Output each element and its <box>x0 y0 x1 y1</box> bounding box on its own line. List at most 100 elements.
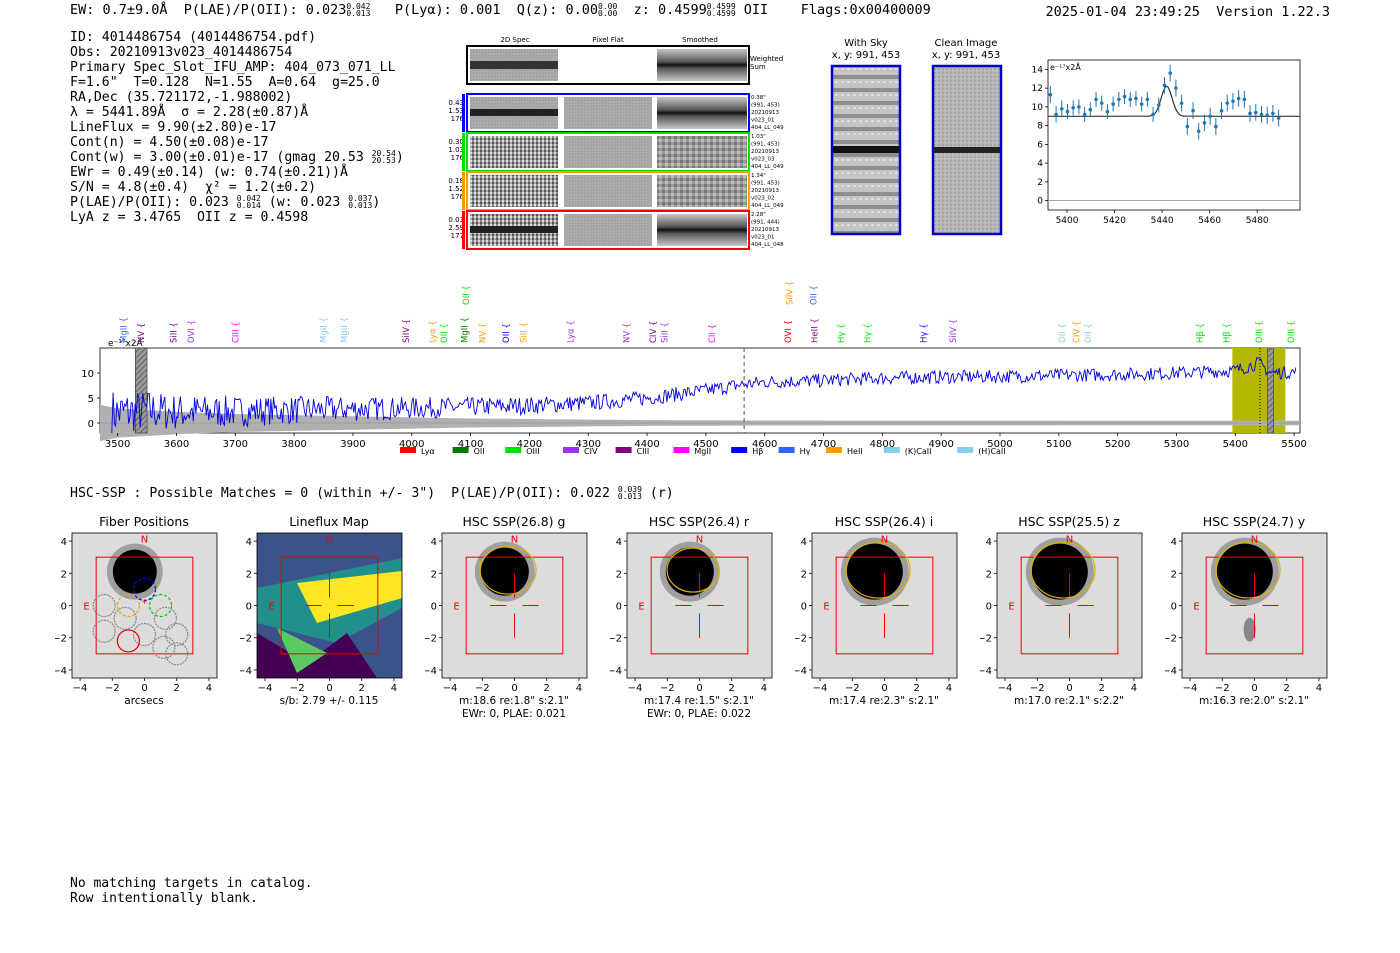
info-obs: Obs: 20210913v023_4014486754 <box>70 45 293 60</box>
zoom-data-point <box>1259 112 1264 117</box>
legend-swatch <box>778 447 795 453</box>
fiber-circle <box>149 593 173 618</box>
spectral-line-label: NV { <box>622 323 632 343</box>
panel-ytick-label: −4 <box>980 666 992 677</box>
north-label: N <box>696 535 703 546</box>
panel-title: HSC SSP(26.4) i <box>835 514 933 529</box>
panel-xtick-label: 2 <box>729 683 735 694</box>
cutout-col-pixelflat: Pixel Flat <box>592 36 624 44</box>
zoom-data-point <box>1048 92 1053 97</box>
spectral-line-label: OIII { <box>1287 321 1297 343</box>
panel-ytick-label: 4 <box>801 537 807 548</box>
cutout-row-right-label: 0.38" <box>751 95 766 101</box>
cutout-row-color-bar <box>462 172 465 210</box>
cutout-row-2dspec <box>470 136 558 168</box>
legend-label: HeII <box>847 447 863 456</box>
zoom-data-point <box>1094 97 1098 102</box>
legend-label: CIII <box>637 447 650 456</box>
panel-xtick-label: 2 <box>359 683 365 694</box>
panel-xtick-label: 2 <box>1099 683 1105 694</box>
panel-xtick-label: 0 <box>511 683 517 694</box>
panel-ytick-label: −4 <box>795 666 807 677</box>
legend-label: (H)CaII <box>978 447 1005 456</box>
spectrum-xtick-label: 5500 <box>1281 439 1306 450</box>
panel-title: HSC SSP(25.5) z <box>1018 514 1120 529</box>
cutout-row-pixelflat <box>564 97 652 129</box>
zoom-data-point <box>1202 121 1207 125</box>
zoom-data-point <box>1054 112 1058 117</box>
panel-xtick-label: 0 <box>141 683 147 694</box>
footer-line-2: Row intentionally blank. <box>70 891 258 906</box>
info-lineflux: LineFlux = 9.90(±2.80)e-17 <box>70 120 277 135</box>
zoom-data-point <box>1214 124 1218 129</box>
hsc-match-summary: HSC-SSP : Possible Matches = 0 (within +… <box>70 485 674 502</box>
panel-ytick-label: −2 <box>55 634 67 645</box>
cutout-row-trace <box>470 109 558 116</box>
header-summary: EW: 0.7±9.0Å P(LAE)/P(OII): 0.023 0.042 0.… <box>70 2 931 18</box>
cutout-row-right-label: (991, 444) <box>751 220 780 226</box>
aperture-box <box>650 556 749 655</box>
panel-xtick-label: −4 <box>258 683 273 694</box>
legend-label: OIII <box>526 447 539 456</box>
legend-swatch <box>452 447 469 453</box>
panel-caption: arcsecs <box>124 695 163 707</box>
galaxy-core <box>480 547 529 596</box>
cutout-row-right-label: v023_01 <box>751 118 775 124</box>
legend-label: OII <box>474 447 485 456</box>
spectrum-xtick-label: 5000 <box>987 439 1012 450</box>
spectrum-ytick-label: 0 <box>88 419 94 430</box>
panel-ytick-label: −2 <box>980 634 992 645</box>
zoom-data-point <box>1219 108 1224 113</box>
panel-xtick-label: −2 <box>845 683 860 694</box>
zoom-data-point <box>1208 114 1212 119</box>
legend-swatch <box>731 447 748 453</box>
legend-swatch <box>673 447 690 453</box>
panel-xtick-label: 4 <box>761 683 767 694</box>
east-label: E <box>268 602 274 613</box>
cutout-row-smoothed <box>657 136 747 168</box>
info-radec: RA,Dec (35.721172,-1.988002) <box>70 90 293 105</box>
spectral-line-label: MgII { <box>461 317 471 343</box>
panel-ytick-label: −4 <box>425 666 437 677</box>
source-ellipse <box>1215 541 1281 599</box>
panel-hsc: HSC SSP(24.7) y N E −4 −4 −2 −2 0 0 2 2 4 4 m:16.3 re… <box>1165 514 1328 707</box>
header-z-range: 0.4599 0.4599 <box>706 2 736 18</box>
cutout-row-right-label: 404_LL_049 <box>751 125 784 131</box>
spectral-line-label: CII { <box>708 324 718 343</box>
cutout-row-color-bar <box>462 133 465 171</box>
fiber-center-marker: + <box>142 598 148 606</box>
galaxy-core <box>846 543 903 600</box>
zoom-data-point <box>1196 129 1201 134</box>
cutout-row-right-label: (991, 453) <box>751 181 780 187</box>
cutout-row-left-label: 0.18 <box>448 177 464 185</box>
legend-label: Hγ <box>800 447 811 456</box>
spectrum-xtick-label: 4900 <box>928 439 953 450</box>
cutout-row-left-label: 0.30 <box>448 138 464 146</box>
zoom-content: 5400 5420 5440 5460 5480 0 2 4 6 8 10 12 14 <box>1032 64 1300 226</box>
fiber-circle <box>116 629 140 653</box>
panel-ytick-label: 0 <box>61 602 67 613</box>
panel-ytick-label: 2 <box>986 569 992 580</box>
zoom-ytick-label: 8 <box>1037 122 1043 132</box>
spectral-line-label: OIII { <box>1255 321 1265 343</box>
spectral-line-label: OII { <box>1084 323 1094 343</box>
spectrum-ylabel: e⁻¹⁷x2Å <box>108 337 144 349</box>
secondary-source <box>1243 617 1256 642</box>
legend-label: (K)CaII <box>905 447 932 456</box>
spectral-line-label: MgII { <box>340 317 350 343</box>
east-label: E <box>1008 602 1014 613</box>
zoom-xtick-label: 5480 <box>1246 216 1269 226</box>
spectrum-xtick-label: 5300 <box>1164 439 1189 450</box>
aperture-box <box>835 556 934 655</box>
spectrum-xtick-label: 3600 <box>164 439 189 450</box>
cutout-row-right-label: 1.03" <box>751 134 766 140</box>
spectral-line-label: SiIV { <box>402 319 412 343</box>
north-label: N <box>511 535 518 546</box>
panel-xtick-label: 4 <box>576 683 582 694</box>
fiber-circle <box>132 622 157 647</box>
panel-ytick-label: 0 <box>986 602 992 613</box>
panel-ytick-label: 4 <box>246 537 252 548</box>
spectrum-xtick-label: 4700 <box>811 439 836 450</box>
with-sky-trace <box>833 146 899 153</box>
panel-xtick-label: 2 <box>914 683 920 694</box>
